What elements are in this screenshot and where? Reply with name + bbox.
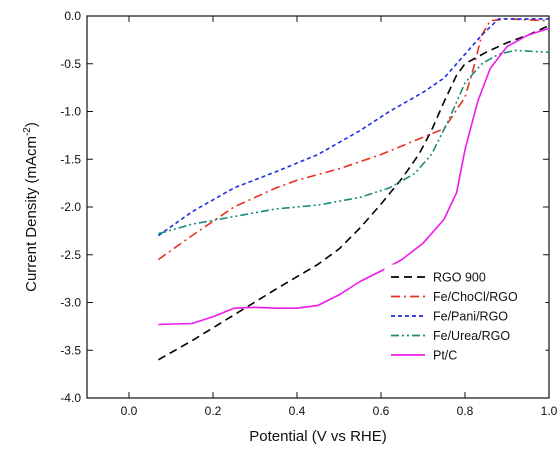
legend-label: Fe/Urea/RGO <box>433 329 510 343</box>
legend-label: Pt/C <box>433 349 457 363</box>
y-tick-label: -3.5 <box>60 343 81 357</box>
y-tick-label: 0.0 <box>64 9 81 23</box>
legend-label: Fe/Pani/RGO <box>433 310 508 324</box>
y-tick-label: -2.5 <box>60 248 81 262</box>
y-tick-label: -3.0 <box>60 296 81 310</box>
y-axis-title: Current Density (mAcm-2) <box>22 122 40 292</box>
legend-label: RGO 900 <box>433 271 486 285</box>
x-tick-label: 0.8 <box>457 404 474 418</box>
y-tick-label: -4.0 <box>60 391 81 405</box>
y-axis-title-main: Current Density (mAcm <box>23 136 40 292</box>
series-line <box>158 27 550 326</box>
y-axis-title-close: ) <box>23 122 40 127</box>
x-tick-label: 1.0 <box>541 404 558 418</box>
x-axis-title: Potential (V vs RHE) <box>249 428 387 445</box>
y-tick-label: -0.5 <box>60 57 81 71</box>
legend: RGO 900 Fe/ChoCl/RGO Fe/Pani/RGO Fe/Urea/RG… <box>384 264 546 371</box>
series-line <box>158 49 550 235</box>
series-layer <box>157 18 550 361</box>
legend-background <box>384 264 546 371</box>
y-tick-label: -2.0 <box>60 200 81 214</box>
legend-label: Fe/ChoCl/RGO <box>433 290 518 304</box>
y-tick-label: -1.5 <box>60 152 81 166</box>
x-tick-label: 0.2 <box>205 404 222 418</box>
series-line <box>157 18 550 261</box>
y-tick-label: -1.0 <box>60 105 81 119</box>
y-axis-title-superscript: -2 <box>22 127 33 136</box>
series-line <box>157 18 549 237</box>
x-tick-label: 0.0 <box>121 404 138 418</box>
ticks-layer: 0.0 0.2 0.4 0.6 0.8 1.0 0.0 -0.5 -1.0 -1.5 -2.0 -2.… <box>60 9 557 418</box>
x-tick-label: 0.4 <box>289 404 306 418</box>
x-tick-label: 0.6 <box>373 404 390 418</box>
